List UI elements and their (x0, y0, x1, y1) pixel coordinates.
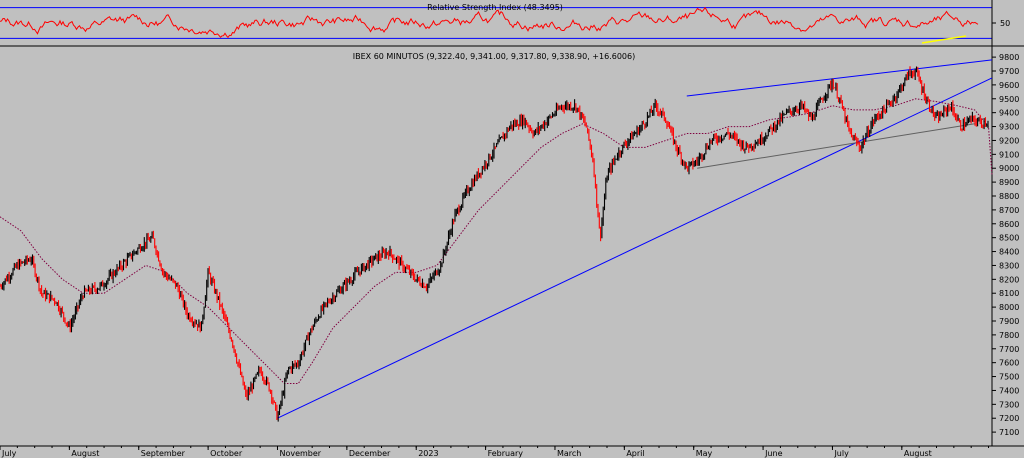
time-tick-label: September (141, 449, 186, 458)
time-tick-label: August (904, 449, 932, 458)
price-tick-label: 8800 (999, 192, 1019, 201)
price-tick-label: 7400 (999, 386, 1019, 395)
rsi-tick-label: 50 (1000, 19, 1010, 28)
price-tick-label: 8200 (999, 275, 1019, 284)
price-tick-label: 7700 (999, 345, 1019, 354)
price-tick-label: 9100 (999, 150, 1019, 159)
price-panel: IBEX 60 MINUTOS (9,322.40, 9,341.00, 9,3… (0, 46, 1024, 458)
time-tick-label: 2023 (418, 449, 438, 458)
price-tick-label: 9600 (999, 81, 1019, 90)
price-tick-label: 9300 (999, 123, 1019, 132)
time-tick-label: March (557, 449, 581, 458)
price-tick-label: 7300 (999, 400, 1019, 409)
time-tick-label: December (349, 449, 391, 458)
price-tick-label: 9700 (999, 67, 1019, 76)
time-tick-label: October (210, 449, 243, 458)
price-title: IBEX 60 MINUTOS (9,322.40, 9,341.00, 9,3… (353, 52, 635, 61)
price-tick-label: 7500 (999, 373, 1019, 382)
price-tick-label: 7600 (999, 359, 1019, 368)
rsi-panel: Relative Strength Index (48.3495) 50 (0, 0, 1024, 47)
time-tick-label: November (279, 449, 321, 458)
price-tick-label: 9400 (999, 109, 1019, 118)
price-tick-label: 7100 (999, 428, 1019, 437)
rsi-title: Relative Strength Index (48.3495) (427, 3, 563, 12)
price-tick-label: 8100 (999, 289, 1019, 298)
rsi-line (0, 6, 979, 39)
price-tick-label: 8400 (999, 248, 1019, 257)
price-tick-label: 8700 (999, 206, 1019, 215)
time-tick-label: February (488, 449, 524, 458)
time-tick-label: May (696, 449, 713, 458)
time-tick-label: July (833, 449, 849, 458)
rsi-divergence-line (921, 35, 967, 44)
price-tick-label: 9000 (999, 164, 1019, 173)
trendline (686, 59, 993, 97)
price-tick-label: 8500 (999, 234, 1019, 243)
price-tick-label: 7900 (999, 317, 1019, 326)
time-tick-label: April (626, 449, 644, 458)
price-tick-label: 9200 (999, 136, 1019, 145)
time-tick-label: July (1, 449, 17, 458)
time-tick-label: June (764, 449, 783, 458)
trendline (697, 123, 975, 169)
price-tick-label: 8300 (999, 261, 1019, 270)
price-tick-label: 8900 (999, 178, 1019, 187)
trendline (277, 77, 993, 419)
time-tick-label: August (71, 449, 99, 458)
price-tick-label: 9500 (999, 95, 1019, 104)
price-tick-label: 7800 (999, 331, 1019, 340)
price-tick-label: 8600 (999, 220, 1019, 229)
price-tick-label: 8000 (999, 303, 1019, 312)
price-tick-label: 7200 (999, 414, 1019, 423)
price-tick-label: 9800 (999, 53, 1019, 62)
